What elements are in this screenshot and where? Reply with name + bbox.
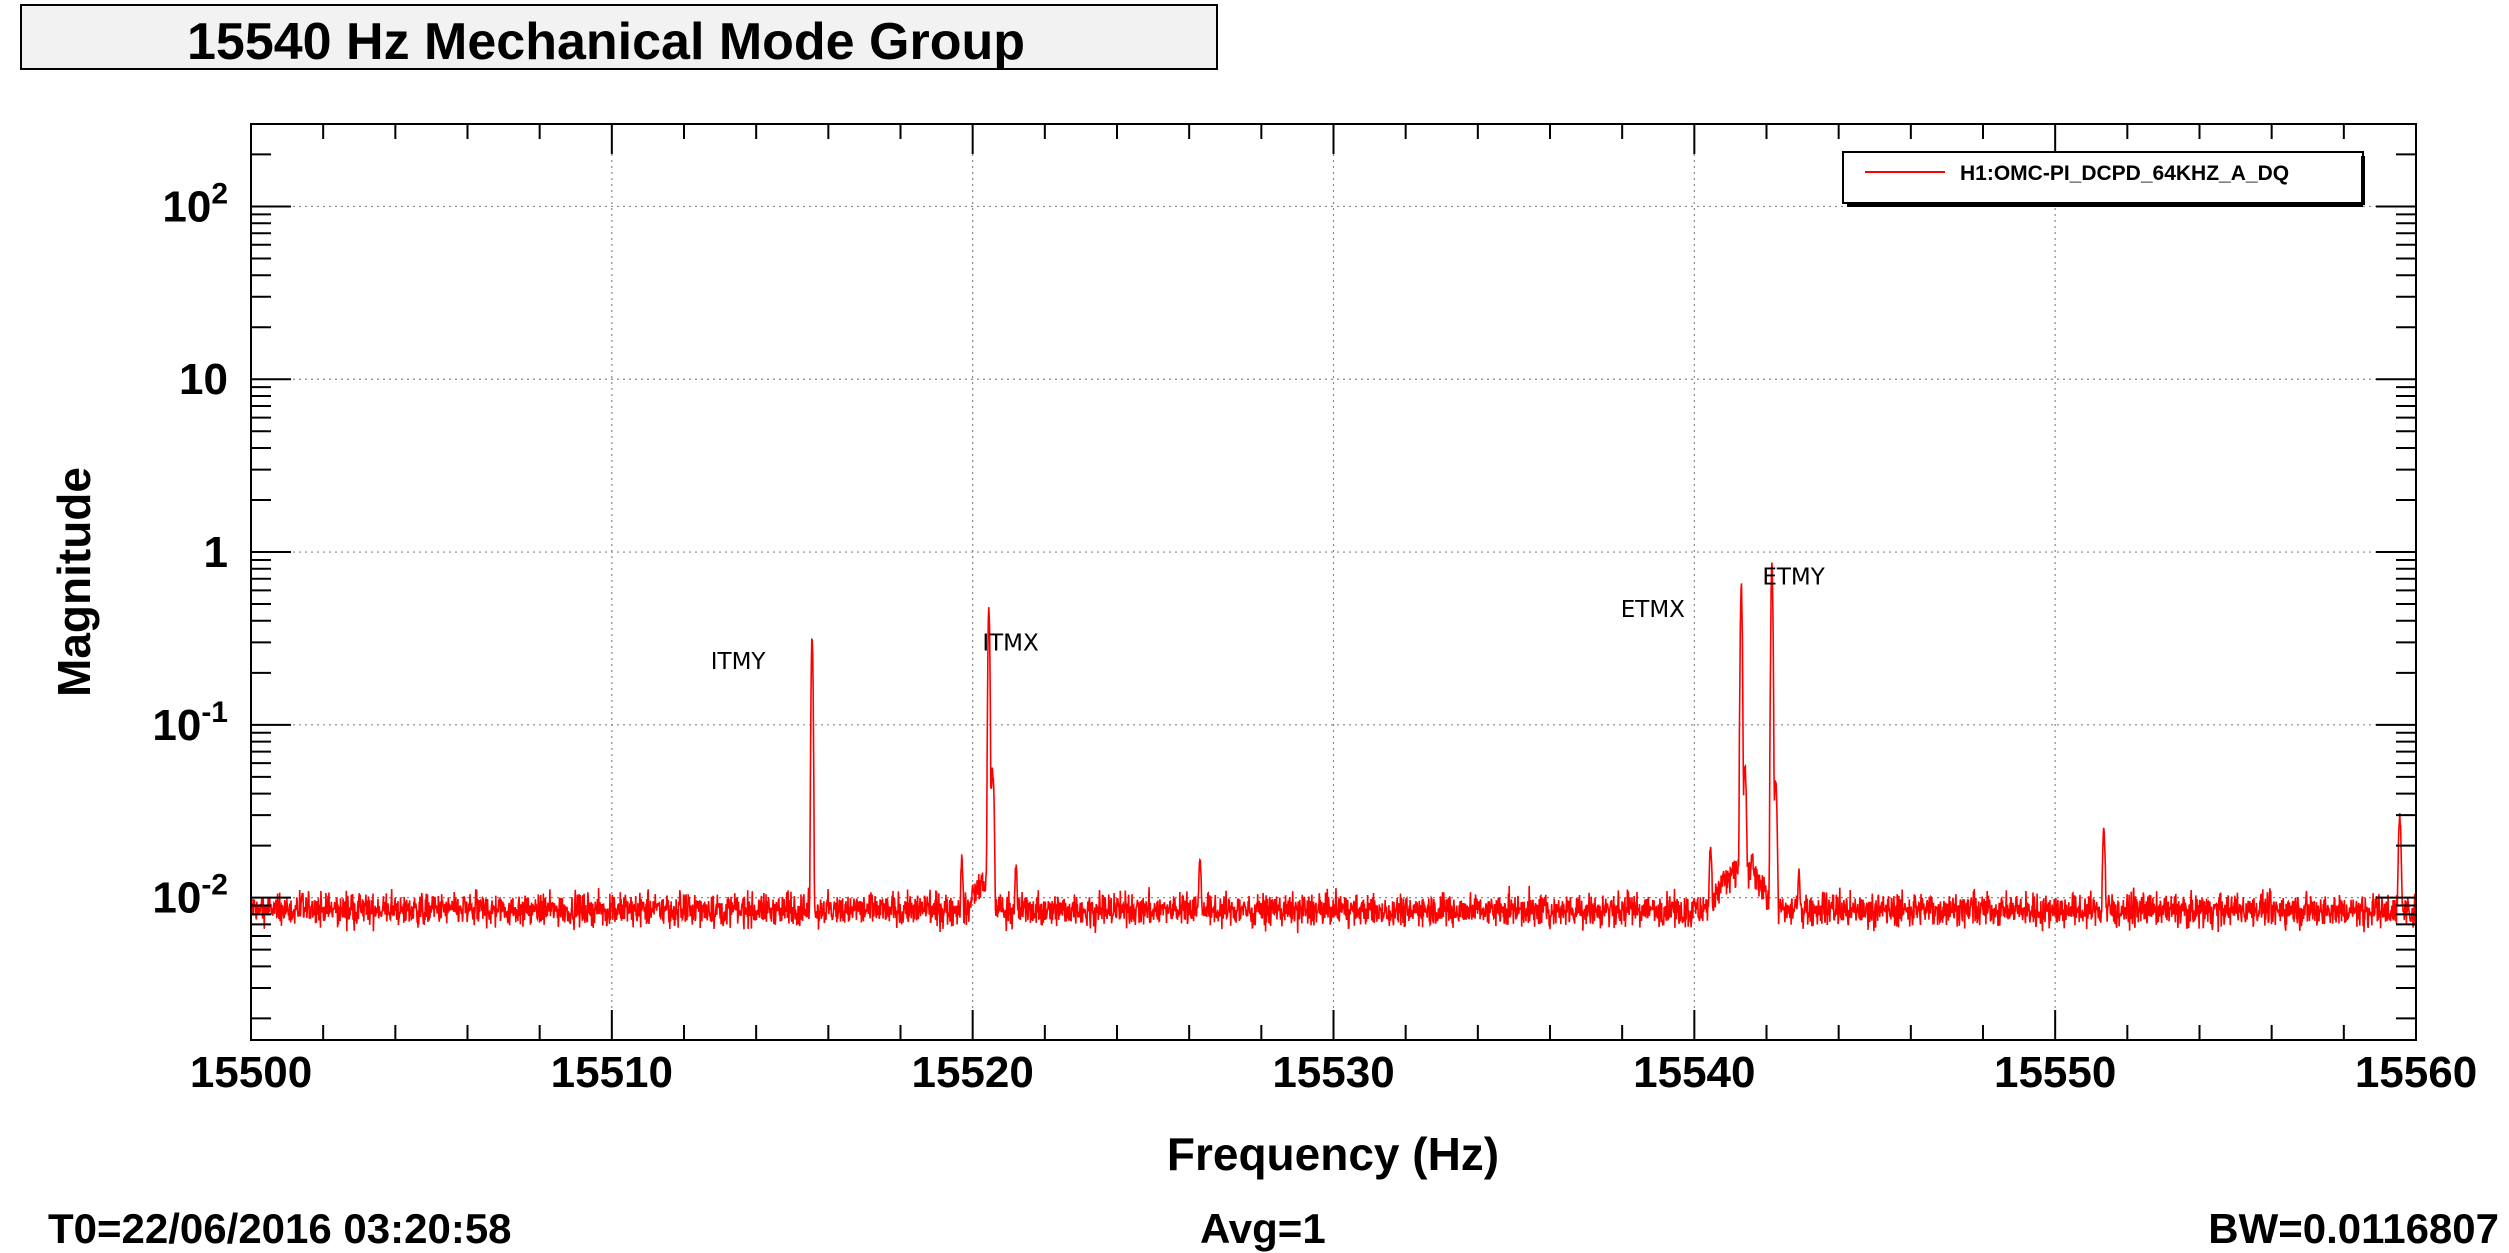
footer-t0: T0=22/06/2016 03:20:58 [48,1205,512,1252]
peak-annotation: ITMY [711,649,767,675]
axis-ticks [250,123,2417,1040]
footer-bw: BW=0.0116807 [2208,1205,2499,1252]
chart-title-box: 15540 Hz Mechanical Mode Group [20,4,1218,71]
peak-annotation: ETMX [1621,597,1685,623]
axis-labels: 15500 15510 15520 15530 15540 15550 15560 10-2 1… [48,177,2477,1180]
series-trace-group [250,562,2417,934]
legend-box [1842,151,2364,204]
legend: H1:OMC-PI_DCPD_64KHZ_A_DQ [1842,151,2365,207]
legend-label: H1:OMC-PI_DCPD_64KHZ_A_DQ [1960,162,2289,185]
y-tick-label: 102 [162,177,228,231]
y-tick-label: 1 [204,528,228,577]
peak-annotation: ETMY [1762,564,1825,590]
y-axis-title: Magnitude [48,467,100,697]
peak-annotation: ITMX [982,630,1039,656]
x-tick-label: 15500 [190,1048,312,1097]
x-tick-label: 15540 [1633,1048,1755,1097]
x-tick-label: 15530 [1272,1048,1394,1097]
series-line-omc-pi-dcpd [250,562,2417,934]
y-tick-label: 10 [179,355,228,404]
y-tick-label: 10-1 [152,696,228,750]
peak-annotations: ITMY ITMX ETMX ETMY [711,564,1826,675]
x-tick-label: 15510 [551,1048,673,1097]
footer-avg: Avg=1 [1200,1205,1326,1252]
x-tick-label: 15550 [1994,1048,2116,1097]
y-tick-label: 10-2 [152,869,228,923]
x-tick-label: 15520 [911,1048,1033,1097]
chart-title: 15540 Hz Mechanical Mode Group [187,13,1026,71]
x-axis-title: Frequency (Hz) [1167,1128,1499,1180]
x-tick-label: 15560 [2355,1048,2477,1097]
